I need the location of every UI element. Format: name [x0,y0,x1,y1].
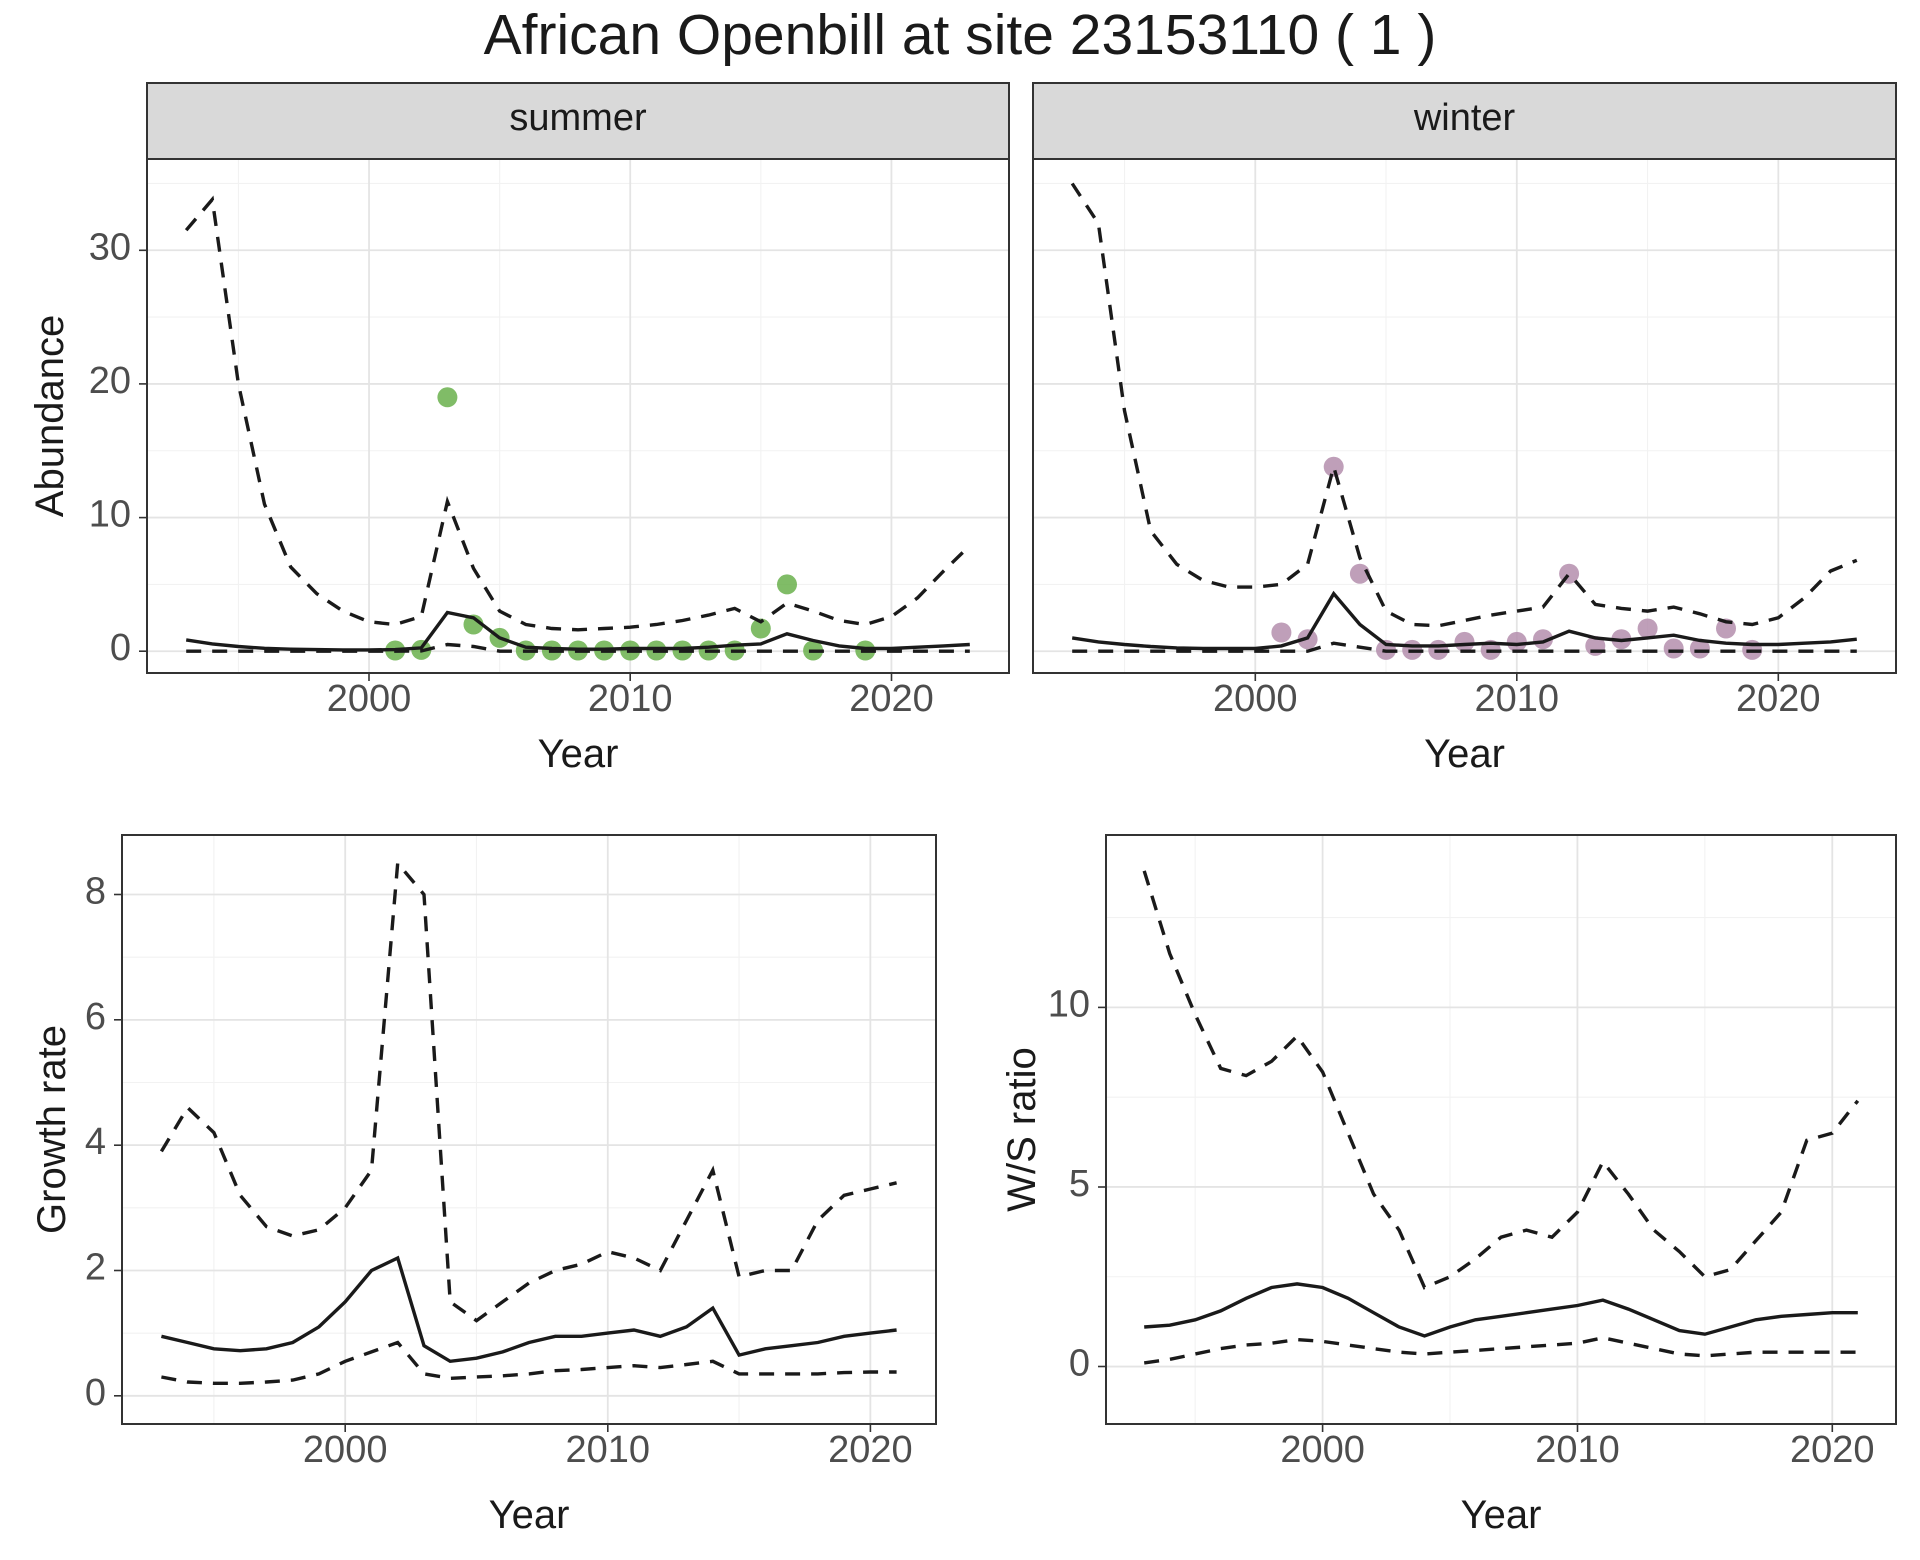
svg-text:2010: 2010 [1535,1429,1620,1471]
svg-text:8: 8 [85,871,106,913]
svg-text:summer: summer [509,97,647,139]
svg-text:2020: 2020 [1790,1429,1875,1471]
svg-text:2020: 2020 [849,678,934,720]
svg-text:2010: 2010 [1475,678,1560,720]
svg-text:2000: 2000 [1280,1429,1365,1471]
svg-text:0: 0 [85,1372,106,1414]
svg-text:2010: 2010 [588,678,673,720]
svg-text:10: 10 [89,494,131,536]
svg-text:20: 20 [89,360,131,402]
svg-text:30: 30 [89,226,131,268]
svg-text:2020: 2020 [1736,678,1821,720]
svg-text:6: 6 [85,996,106,1038]
svg-text:2000: 2000 [1213,678,1298,720]
svg-text:10: 10 [1048,983,1090,1025]
svg-text:4: 4 [85,1121,106,1163]
svg-text:0: 0 [1069,1343,1090,1385]
svg-text:5: 5 [1069,1163,1090,1205]
svg-text:2: 2 [85,1247,106,1289]
svg-text:0: 0 [110,627,131,669]
svg-text:winter: winter [1413,97,1516,139]
svg-text:2000: 2000 [303,1429,388,1471]
svg-text:2010: 2010 [566,1429,651,1471]
svg-text:2020: 2020 [828,1429,913,1471]
svg-text:2000: 2000 [327,678,412,720]
